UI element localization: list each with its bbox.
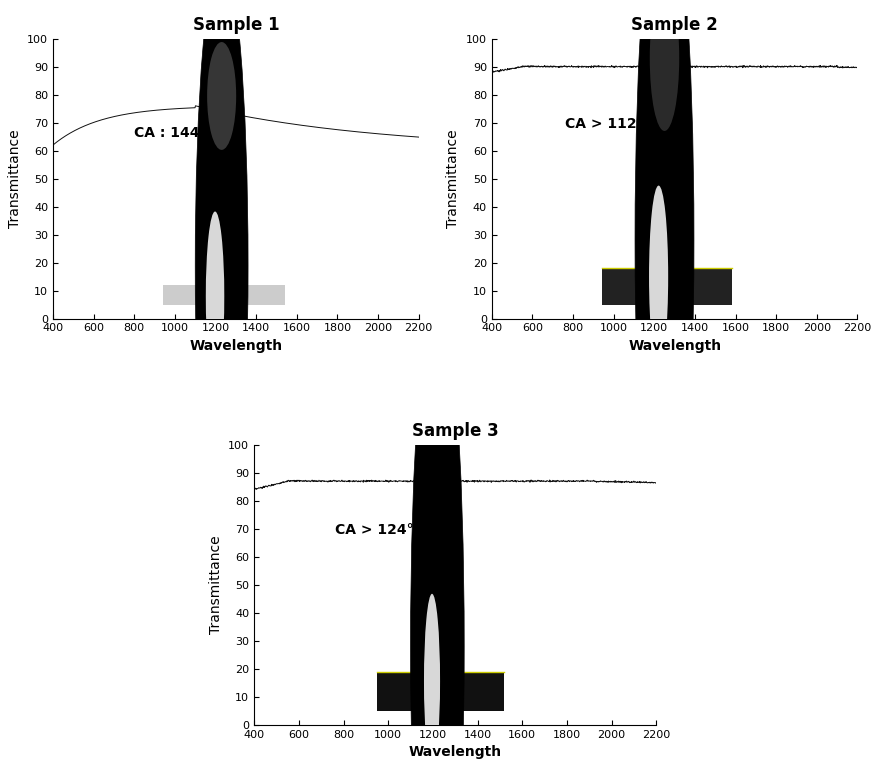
FancyBboxPatch shape: [163, 285, 285, 305]
X-axis label: Wavelength: Wavelength: [408, 745, 502, 759]
Ellipse shape: [650, 0, 679, 131]
Ellipse shape: [195, 0, 248, 574]
Ellipse shape: [410, 296, 464, 771]
FancyBboxPatch shape: [601, 268, 732, 305]
Title: Sample 3: Sample 3: [412, 423, 499, 440]
X-axis label: Wavelength: Wavelength: [629, 339, 721, 353]
Text: CA : 144°: CA : 144°: [134, 126, 207, 140]
Ellipse shape: [206, 211, 225, 381]
Ellipse shape: [635, 0, 694, 604]
Ellipse shape: [649, 186, 668, 368]
Y-axis label: Transmittance: Transmittance: [446, 130, 461, 228]
Text: CA > 124°: CA > 124°: [334, 524, 413, 537]
X-axis label: Wavelength: Wavelength: [189, 339, 282, 353]
FancyBboxPatch shape: [377, 672, 505, 711]
Y-axis label: Transmittance: Transmittance: [209, 535, 223, 634]
Title: Sample 2: Sample 2: [631, 16, 718, 34]
Text: CA > 112°: CA > 112°: [565, 117, 644, 131]
Ellipse shape: [207, 42, 236, 150]
Title: Sample 1: Sample 1: [193, 16, 279, 34]
Ellipse shape: [424, 594, 440, 769]
Y-axis label: Transmittance: Transmittance: [8, 130, 21, 228]
